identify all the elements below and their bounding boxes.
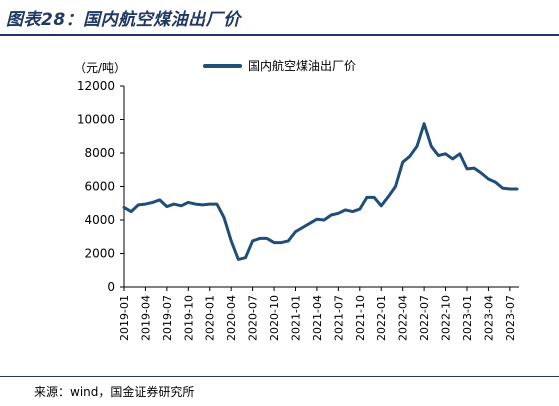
source-note: 来源：wind，国金证券研究所 [34, 385, 195, 399]
figure-title-bar: 图表28：国内航空煤油出厂价 [0, 0, 559, 34]
footer-divider [0, 376, 559, 377]
chart-legend: 国内航空煤油出厂价 [203, 58, 356, 73]
x-tick-label: 2021-01 [289, 295, 302, 341]
chart-axes: （元/吨） 0 2000 4000 6000 8000 10000 12000 2019-01 2… [74, 61, 519, 341]
figure-title: 图表28：国内航空煤油出厂价 [6, 10, 241, 30]
x-tick-label: 2021-04 [311, 295, 324, 341]
y-tick-label: 4000 [84, 213, 115, 227]
x-tick-label: 2019-10 [182, 295, 195, 341]
x-tick-label: 2023-07 [504, 295, 517, 341]
y-tick-label: 8000 [84, 146, 115, 160]
series-line-jet-fuel-price [122, 122, 519, 261]
x-tick-label: 2021-07 [332, 295, 345, 341]
x-tick-label: 2023-04 [482, 295, 495, 341]
y-tick-label: 6000 [84, 180, 115, 194]
title-divider [0, 34, 559, 36]
x-tick-label: 2022-01 [375, 295, 388, 341]
x-tick-label: 2022-04 [397, 295, 410, 341]
x-tick-label: 2020-04 [225, 295, 238, 341]
y-tick-label: 2000 [84, 247, 115, 261]
x-tick-label: 2020-01 [204, 295, 217, 341]
x-tick-label: 2022-10 [440, 295, 453, 341]
x-tick-label: 2019-07 [161, 295, 174, 341]
x-tick-label: 2020-10 [268, 295, 281, 341]
x-tick-label: 2023-01 [461, 295, 474, 341]
x-tick-label: 2022-07 [418, 295, 431, 341]
x-tick-label: 2021-10 [354, 295, 367, 341]
y-tick-label: 12000 [77, 79, 115, 93]
y-unit-label: （元/吨） [74, 61, 126, 75]
y-tick-label: 10000 [77, 113, 115, 127]
legend-label: 国内航空煤油出厂价 [248, 58, 356, 73]
y-tick-label: 0 [107, 280, 115, 294]
x-tick-label: 2020-07 [247, 295, 260, 341]
line-chart: （元/吨） 0 2000 4000 6000 8000 10000 12000 2019-01 2… [74, 58, 519, 341]
chart-plot-area [122, 122, 519, 261]
x-tick-label: 2019-04 [139, 295, 152, 341]
x-tick-label: 2019-01 [118, 295, 131, 341]
